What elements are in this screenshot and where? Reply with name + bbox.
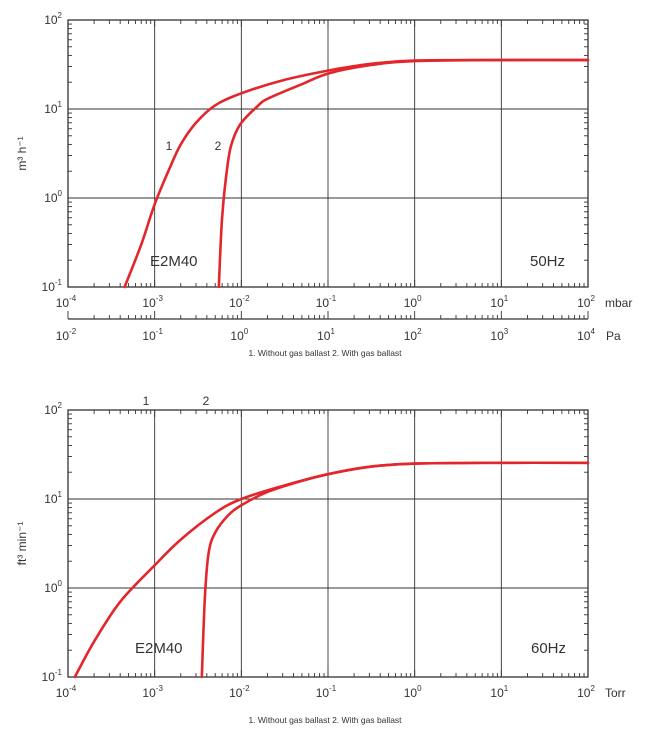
x-tick-label: 100	[404, 684, 422, 700]
secondary-x-tick-label: 102	[404, 327, 422, 343]
x-tick-label: 10-3	[142, 294, 163, 310]
secondary-x-tick-label: 101	[317, 327, 335, 343]
x-tick-label: 102	[577, 294, 595, 310]
x-tick-label: 102	[577, 684, 595, 700]
plot-frame	[67, 19, 589, 288]
x-tick-label: 10-1	[316, 684, 337, 700]
y-tick-label: 100	[44, 189, 62, 205]
y-axis-label: m³ h⁻¹	[15, 136, 29, 170]
y-tick-label: 101	[44, 490, 62, 506]
x-tick-label: 101	[490, 684, 508, 700]
series-2-line	[217, 58, 590, 289]
frequency-label: 50Hz	[530, 253, 565, 270]
chart-panel-2: 10-1 100 101 102 10-4 10-3 10-2 10-1 100 101 102 To…	[15, 394, 626, 725]
x-tick-label: 10-2	[229, 294, 250, 310]
x-axis-label: mbar	[605, 296, 632, 310]
curve-label-2: 2	[203, 394, 210, 408]
curve-label-2: 2	[215, 139, 222, 153]
curve-label-1: 1	[143, 394, 150, 408]
curve-label-1: 1	[166, 139, 173, 153]
secondary-x-axis-label: Pa	[606, 329, 621, 343]
y-tick-label: 102	[44, 11, 62, 27]
secondary-x-tick-label: 10-2	[56, 327, 77, 343]
x-tick-label: 10-4	[56, 294, 77, 310]
x-tick-label: 101	[490, 294, 508, 310]
y-tick-label: 102	[44, 401, 62, 417]
x-tick-label: 10-4	[56, 684, 77, 700]
secondary-x-tick-label: 100	[230, 327, 248, 343]
secondary-x-axis: 10-2 10-1 100 101 102 103 104 Pa	[56, 311, 621, 343]
y-tick-label: 100	[44, 579, 62, 595]
frequency-label: 60Hz	[531, 640, 566, 657]
x-axis-label: Torr	[605, 686, 626, 700]
plot-frame	[67, 409, 589, 678]
model-label: E2M40	[135, 640, 183, 657]
y-axis-label: ft³ min⁻¹	[15, 522, 29, 566]
y-tick-label: 10-1	[42, 668, 63, 684]
secondary-x-tick-label: 10-1	[142, 327, 163, 343]
legend-caption: 1. Without gas ballast 2. With gas balla…	[248, 715, 402, 725]
secondary-x-tick-label: 104	[577, 327, 595, 343]
series-2-line	[200, 461, 590, 679]
x-tick-label: 10-2	[229, 684, 250, 700]
model-label: E2M40	[150, 253, 198, 270]
x-tick-label: 10-3	[142, 684, 163, 700]
secondary-x-tick-label: 103	[490, 327, 508, 343]
x-tick-label: 10-1	[316, 294, 337, 310]
chart-panel-1: 10-1 100 101 102 10-4 10-3 10-2 10-1 100 101 102 mb…	[15, 11, 632, 358]
legend-caption: 1. Without gas ballast 2. With gas balla…	[248, 348, 402, 358]
x-tick-label: 100	[404, 294, 422, 310]
y-tick-label: 101	[44, 100, 62, 116]
y-tick-label: 10-1	[42, 278, 63, 294]
